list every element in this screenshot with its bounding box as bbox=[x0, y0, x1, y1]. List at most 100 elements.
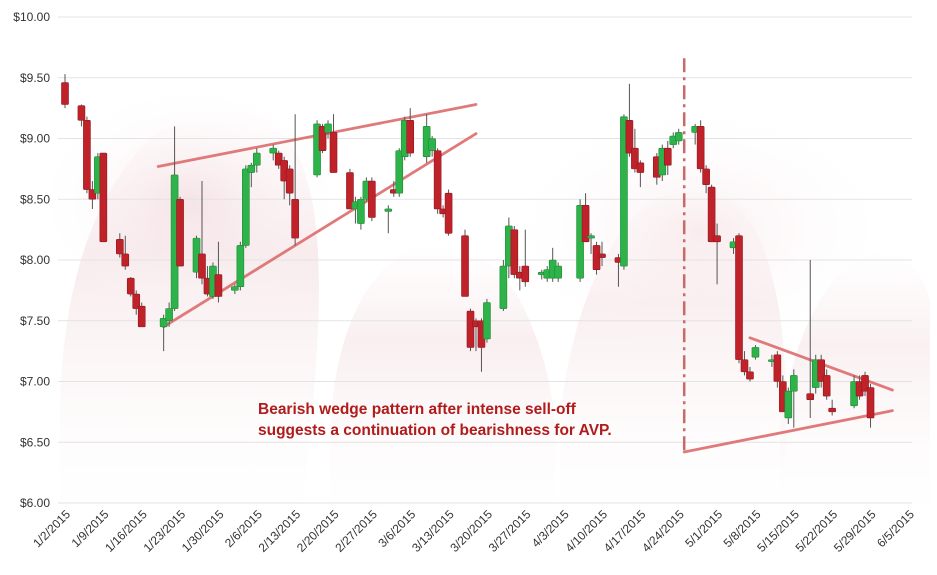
candle bbox=[247, 162, 256, 188]
candle bbox=[368, 177, 376, 222]
candle bbox=[620, 114, 628, 270]
candle bbox=[663, 140, 672, 175]
candle-body-down bbox=[126, 277, 135, 295]
candle bbox=[861, 371, 869, 397]
candle bbox=[598, 241, 606, 267]
candle bbox=[499, 260, 508, 312]
candle-body-down bbox=[740, 359, 749, 373]
candle bbox=[198, 181, 206, 285]
candle-body-up bbox=[499, 265, 508, 309]
x-tick-label: 1/2/2015 bbox=[30, 507, 73, 550]
candle bbox=[828, 399, 836, 416]
candle bbox=[521, 229, 530, 287]
candle-body-down bbox=[115, 239, 124, 255]
candle-body-down bbox=[861, 375, 869, 392]
candle-body-up bbox=[236, 245, 245, 288]
candle-body-down bbox=[625, 119, 634, 154]
candle bbox=[77, 104, 86, 127]
candle-body-down bbox=[773, 354, 782, 382]
candle-body-up bbox=[483, 302, 491, 340]
candle-body-down bbox=[176, 198, 184, 267]
candle-body-down bbox=[137, 305, 146, 328]
candle-body-down bbox=[746, 371, 754, 380]
trendline-wedge2-lower bbox=[682, 409, 894, 454]
candle bbox=[115, 233, 124, 258]
candle-body-up bbox=[159, 318, 168, 328]
candle-body-down bbox=[461, 235, 469, 297]
candle-body-up bbox=[395, 150, 404, 194]
candle bbox=[159, 314, 168, 352]
candle-body-down bbox=[696, 126, 705, 170]
candle-body-down bbox=[663, 147, 672, 166]
candle-body-down bbox=[291, 198, 299, 239]
candle-body-down bbox=[598, 253, 606, 258]
candle-body-down bbox=[521, 265, 530, 283]
candle bbox=[866, 383, 875, 428]
y-tick-label: $8.00 bbox=[20, 253, 50, 267]
candle bbox=[329, 114, 338, 173]
candle bbox=[132, 290, 141, 315]
candle-body-down bbox=[828, 407, 836, 413]
candle-body-down bbox=[285, 168, 294, 194]
candle bbox=[702, 165, 710, 194]
candle-body-down bbox=[99, 152, 108, 243]
candle-body-up bbox=[247, 164, 256, 173]
candle bbox=[554, 262, 562, 282]
candle bbox=[740, 351, 749, 376]
candle-body-down bbox=[77, 105, 86, 121]
candle-body-up bbox=[784, 390, 793, 419]
candle-body-up bbox=[269, 147, 278, 154]
candle-body-down bbox=[444, 192, 453, 234]
candle bbox=[592, 241, 601, 275]
candle bbox=[285, 165, 294, 206]
candle-body-up bbox=[324, 123, 332, 133]
candle bbox=[822, 369, 831, 400]
candle-body-up bbox=[242, 168, 250, 246]
candle-body-up bbox=[428, 138, 436, 151]
y-tick-label: $9.00 bbox=[20, 132, 50, 146]
candle bbox=[806, 260, 815, 418]
candle bbox=[735, 233, 743, 364]
candle bbox=[121, 235, 130, 270]
candle bbox=[384, 205, 393, 234]
candle bbox=[428, 136, 436, 157]
y-axis-ticks: $6.00 $6.50 $7.00 $7.50 $8.00 $8.50 $9.00 $9.50… bbox=[13, 10, 50, 510]
candle-body-up bbox=[751, 347, 760, 358]
candle-body-down bbox=[132, 293, 141, 309]
candle-body-up bbox=[231, 286, 239, 291]
candle bbox=[461, 229, 469, 297]
candle-body-down bbox=[866, 387, 875, 419]
candle-body-down bbox=[346, 172, 354, 210]
candle-body-down bbox=[318, 126, 327, 151]
candle bbox=[324, 120, 332, 139]
candle bbox=[784, 387, 793, 425]
candle bbox=[61, 74, 69, 109]
candles bbox=[61, 74, 875, 428]
y-tick-label: $7.50 bbox=[20, 314, 50, 328]
candle bbox=[406, 108, 415, 157]
candle-body-down bbox=[806, 393, 815, 401]
candle-body-down bbox=[61, 82, 69, 105]
candle bbox=[581, 193, 590, 243]
candle bbox=[751, 345, 760, 360]
candle-body-down bbox=[636, 162, 645, 173]
candle bbox=[395, 148, 404, 197]
candle bbox=[713, 223, 721, 285]
candle bbox=[483, 298, 491, 343]
y-tick-label: $6.50 bbox=[20, 435, 50, 449]
candle bbox=[291, 114, 299, 246]
candle bbox=[236, 241, 245, 291]
candle bbox=[176, 196, 184, 267]
candle bbox=[165, 302, 173, 327]
candle-body-down bbox=[329, 132, 338, 173]
candle bbox=[231, 284, 239, 295]
candle-body-down bbox=[702, 168, 710, 185]
background-watermark bbox=[30, 80, 930, 521]
candle-body-up bbox=[674, 132, 683, 142]
candle bbox=[444, 189, 453, 236]
candle bbox=[510, 225, 519, 279]
candle-body-up bbox=[790, 375, 798, 392]
candle bbox=[126, 277, 135, 297]
